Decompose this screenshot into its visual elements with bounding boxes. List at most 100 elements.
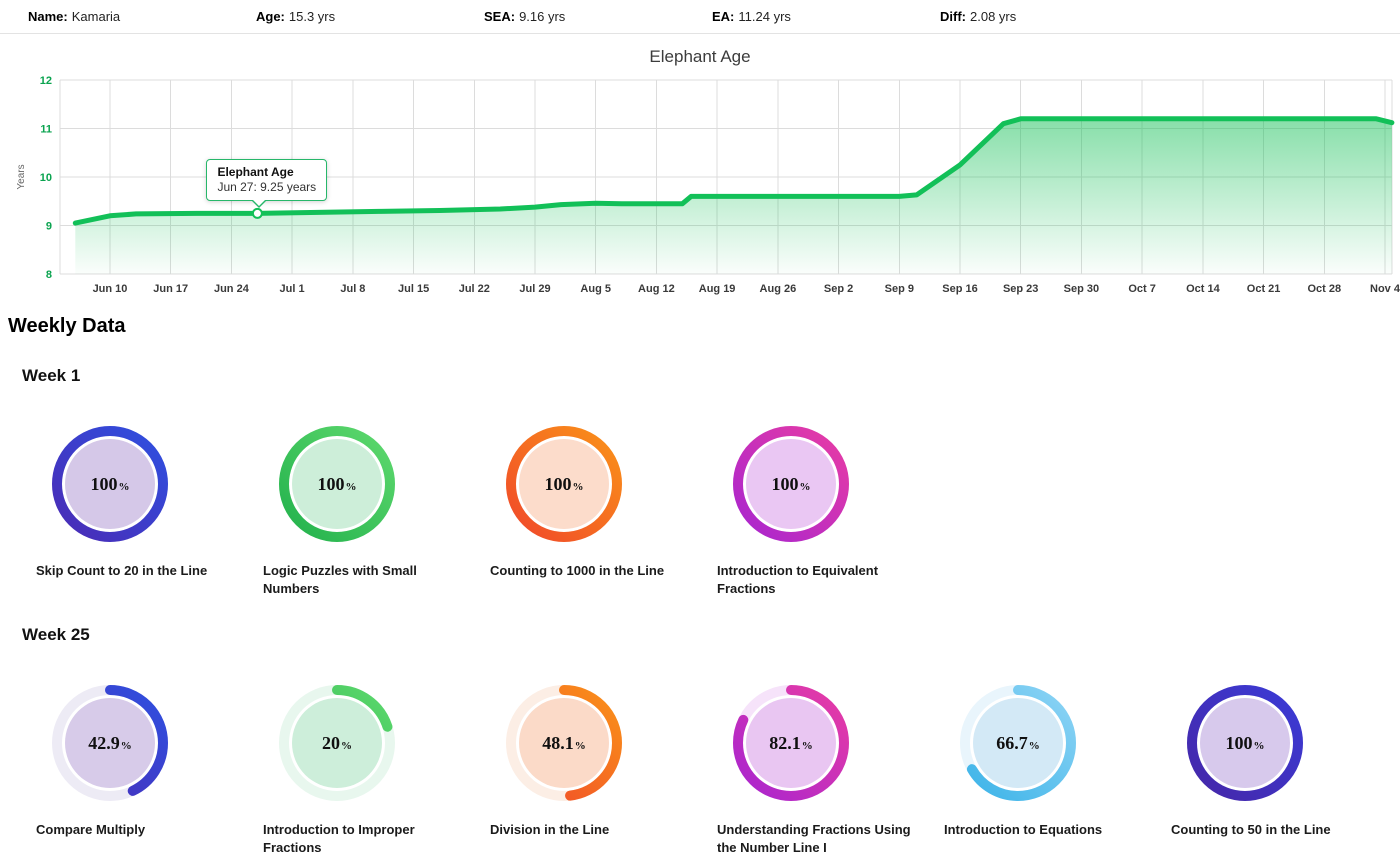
week-heading: Week 1 — [22, 366, 81, 385]
progress-donut[interactable]: 100% — [504, 424, 624, 544]
percent-text: 100% — [1226, 733, 1265, 753]
ring-progress — [52, 426, 168, 542]
percent-value: 66.7 — [996, 733, 1028, 753]
skill-label: Introduction to Improper Fractions — [263, 822, 415, 855]
percent-sign: % — [802, 740, 813, 752]
stat-value: 9.16 yrs — [519, 9, 566, 24]
skill-progress-card: 100% Logic Puzzles with Small Numbers — [227, 424, 454, 597]
skill-progress-card: 66.7% Introduction to Equations — [908, 683, 1135, 856]
percent-sign: % — [575, 740, 586, 752]
stat-ea: EA: 11.24 yrs — [712, 9, 940, 24]
ring-progress — [52, 685, 168, 802]
chart-tooltip: Elephant Age Jun 27: 9.25 years — [206, 159, 328, 209]
progress-donut[interactable]: 66.7% — [958, 683, 1078, 803]
x-tick-label: Sep 23 — [1003, 283, 1038, 295]
progress-donut[interactable]: 100% — [1185, 683, 1305, 803]
donut-center — [1200, 698, 1290, 789]
y-tick-label: 9 — [46, 221, 52, 233]
skill-progress-card: 100% Counting to 50 in the Line — [1135, 683, 1362, 856]
skill-label: Logic Puzzles with Small Numbers — [263, 563, 417, 596]
percent-value: 100 — [91, 474, 118, 494]
skill-progress-card: 48.1% Division in the Line — [454, 683, 681, 856]
donut-center — [65, 439, 155, 529]
donut-row: 100% Skip Count to 20 in the Line 100% Logi… — [0, 424, 1400, 597]
y-tick-label: 12 — [40, 75, 52, 87]
y-tick-label: 11 — [40, 124, 52, 136]
percent-value: 48.1 — [542, 733, 574, 753]
x-tick-label: Aug 26 — [760, 283, 797, 295]
ring-progress — [960, 685, 1076, 802]
tooltip-title: Elephant Age — [217, 165, 294, 180]
ring-progress — [733, 426, 849, 542]
weekly-data-heading: Weekly Data — [8, 315, 126, 337]
skill-progress-card: 42.9% Compare Multiply — [0, 683, 227, 856]
tooltip-text: Jun 27: 9.25 years — [217, 180, 317, 195]
skill-progress-card: 100% Skip Count to 20 in the Line — [0, 424, 227, 597]
y-axis-label: Years — [16, 164, 27, 189]
percent-sign: % — [1029, 740, 1040, 752]
stat-label: Name: — [28, 9, 68, 24]
percent-text: 100% — [91, 474, 130, 494]
progress-donut[interactable]: 82.1% — [731, 683, 851, 803]
x-tick-label: Aug 12 — [638, 283, 675, 295]
elephant-age-line-chart[interactable]: 8 9 10 11 12 Jun 10 Jun 17 Jun 24 Jul 1 Jul 8 Jul … — [0, 70, 1400, 305]
progress-donut[interactable]: 42.9% — [50, 683, 170, 803]
ring-progress — [1187, 685, 1303, 802]
skill-progress-card: 82.1% Understanding Fractions Using the N… — [681, 683, 911, 856]
x-tick-label: Oct 28 — [1307, 283, 1341, 295]
percent-sign: % — [573, 481, 584, 493]
stat-value: 15.3 yrs — [288, 9, 336, 24]
hover-point-marker — [251, 207, 263, 219]
stats-bar: Name: Kamaria Age: 15.3 yrs SEA: 9.16 yrs EA: 1… — [0, 0, 1400, 34]
x-tick-label: Jun 10 — [93, 283, 128, 295]
percent-value: 100 — [545, 474, 572, 494]
progress-donut[interactable]: 20% — [277, 683, 397, 803]
week-section-week-1: Week 1 100% Skip Count to 20 in the Line 10… — [0, 366, 1400, 597]
donut-center — [65, 698, 155, 789]
stat-sea: SEA: 9.16 yrs — [484, 9, 712, 24]
ring-progress — [279, 426, 395, 542]
x-tick-label: Sep 30 — [1064, 283, 1099, 295]
elephant-age-line — [72, 116, 1395, 226]
x-tick-label: Jun 17 — [153, 283, 188, 295]
ring-progress — [506, 426, 622, 542]
chart-area: 8 9 10 11 12 Jun 10 Jun 17 Jun 24 Jul 1 Jul 8 Jul … — [0, 70, 1400, 305]
percent-value: 100 — [772, 474, 799, 494]
skill-label: Understanding Fractions Using the Number… — [717, 822, 911, 855]
progress-donut[interactable]: 100% — [731, 424, 851, 544]
percent-text: 82.1% — [769, 733, 813, 753]
percent-sign: % — [1254, 740, 1265, 752]
week-section-week-25: Week 25 42.9% Compare Multiply 20% Introduct… — [0, 625, 1400, 856]
elephant-age-chart-section: Elephant Age 8 9 10 11 12 Jun 10 Jun 17 Jun 24 J… — [0, 47, 1400, 305]
ring-progress — [279, 685, 395, 802]
progress-donut[interactable]: 48.1% — [504, 683, 624, 803]
x-tick-label: Jul 22 — [459, 283, 490, 295]
weeks-container: Week 1 100% Skip Count to 20 in the Line 10… — [0, 366, 1400, 856]
progress-donut[interactable]: 100% — [50, 424, 170, 544]
donut-center — [292, 439, 382, 529]
progress-donut[interactable]: 100% — [277, 424, 397, 544]
donut-center — [746, 698, 836, 789]
x-tick-label: Oct 21 — [1247, 283, 1281, 295]
donut-center — [519, 698, 609, 789]
ring-progress — [733, 685, 849, 802]
percent-value: 100 — [318, 474, 345, 494]
x-tick-label: Oct 7 — [1128, 283, 1156, 295]
skill-progress-card: 100% Introduction to Equivalent Fractions — [681, 424, 908, 597]
y-tick-label: 8 — [46, 269, 52, 281]
skill-label: Counting to 1000 in the Line — [490, 563, 665, 578]
y-tick-label: 10 — [40, 172, 52, 184]
percent-value: 82.1 — [769, 733, 801, 753]
stat-label: SEA: — [484, 9, 516, 24]
stat-diff: Diff: 2.08 yrs — [940, 9, 1168, 24]
x-tick-label: Jul 1 — [280, 283, 305, 295]
skill-progress-card: 100% Counting to 1000 in the Line — [454, 424, 681, 597]
percent-value: 20 — [322, 733, 340, 753]
x-tick-label: Nov 4 — [1370, 283, 1400, 295]
percent-text: 20% — [322, 733, 352, 753]
x-tick-label: Jul 8 — [340, 283, 365, 295]
stat-name: Name: Kamaria — [28, 9, 256, 24]
percent-sign: % — [119, 481, 130, 493]
x-tick-label: Aug 19 — [699, 283, 736, 295]
